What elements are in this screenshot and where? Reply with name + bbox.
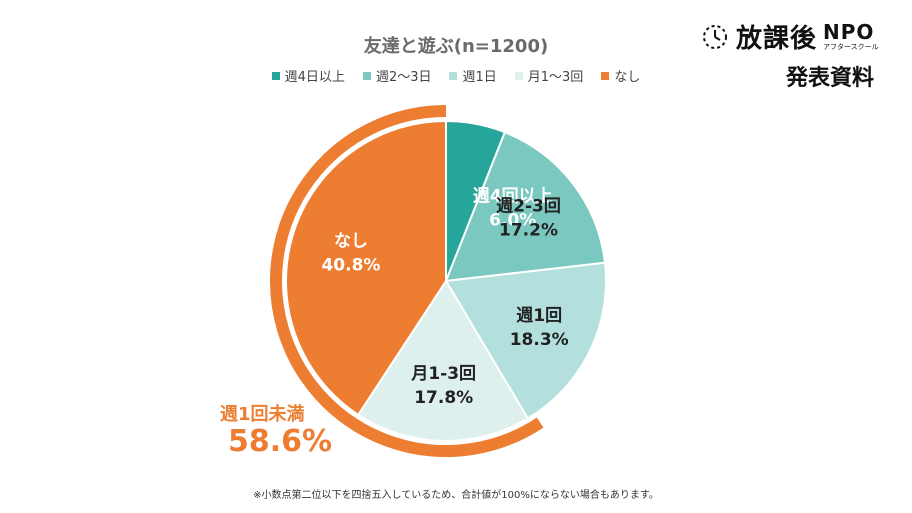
summary-arc-group [270, 105, 544, 457]
legend-item: なし [601, 66, 640, 85]
brand-npo: NPO アフタースクール [823, 22, 879, 51]
slice-label: 週4回以上 [473, 187, 553, 207]
legend-label: 月1〜3回 [527, 70, 584, 85]
legend-label: 週4日以上 [284, 70, 345, 85]
summary-arc [270, 105, 544, 457]
slice-value-label: 17.2% [499, 221, 558, 241]
legend-label: なし [614, 70, 641, 85]
footnote: ※小数点第二位以下を四捨五入しているため、合計値が100%にならない場合もありま… [253, 490, 659, 501]
legend-label: 週1日 [462, 70, 497, 85]
pie-slices [285, 119, 607, 442]
legend-label: 週2〜3日 [375, 70, 432, 85]
summary-label: 週1回未満 [220, 404, 305, 425]
clock-icon [703, 24, 727, 49]
legend-item: 週1日 [449, 66, 497, 85]
chart-legend: 週4日以上 週2〜3日 週1日 月1〜3回 なし [0, 66, 912, 85]
brand-block: 放課後 NPO アフタースクール [700, 18, 900, 88]
pie-slice [444, 130, 607, 283]
legend-swatch [362, 71, 371, 80]
slice-value-label: 17.8% [414, 388, 473, 408]
slice-label: 週2-3回 [496, 197, 561, 217]
pie-slice [356, 279, 530, 442]
slice-value-label: 40.8% [321, 256, 380, 276]
slice-value-label: 18.3% [510, 330, 569, 350]
slice-value-label: 6.0% [489, 211, 536, 231]
document-label: 発表資料 [786, 66, 875, 91]
legend-item: 週2〜3日 [362, 66, 432, 85]
slice-label: 月1-3回 [410, 364, 476, 384]
legend-swatch [514, 71, 523, 80]
slice-label: 週1回 [516, 306, 562, 326]
legend-item: 月1〜3回 [514, 66, 584, 85]
legend-swatch [449, 71, 458, 80]
legend-swatch [271, 71, 280, 80]
pie-labels: 週4回以上 6.0%週2-3回 17.2% 週1回 18.3% 月1-3回 17.8% なし 4… [321, 187, 568, 408]
brand-npo-text: NPO [823, 20, 875, 44]
pie-slice [285, 119, 447, 417]
legend-item: 週4日以上 [271, 66, 345, 85]
brand-name: 放課後 [736, 24, 818, 54]
legend-swatch [601, 71, 610, 80]
pie-slice [444, 261, 607, 420]
brand-logo: 放課後 NPO アフタースクール [700, 18, 900, 55]
chart-title: 友達と遊ぶ(n=1200) [363, 36, 549, 57]
summary-value: 58.6% [228, 424, 333, 459]
slice-label: なし [334, 232, 368, 252]
brand-npo-sub: アフタースクール [823, 43, 879, 51]
